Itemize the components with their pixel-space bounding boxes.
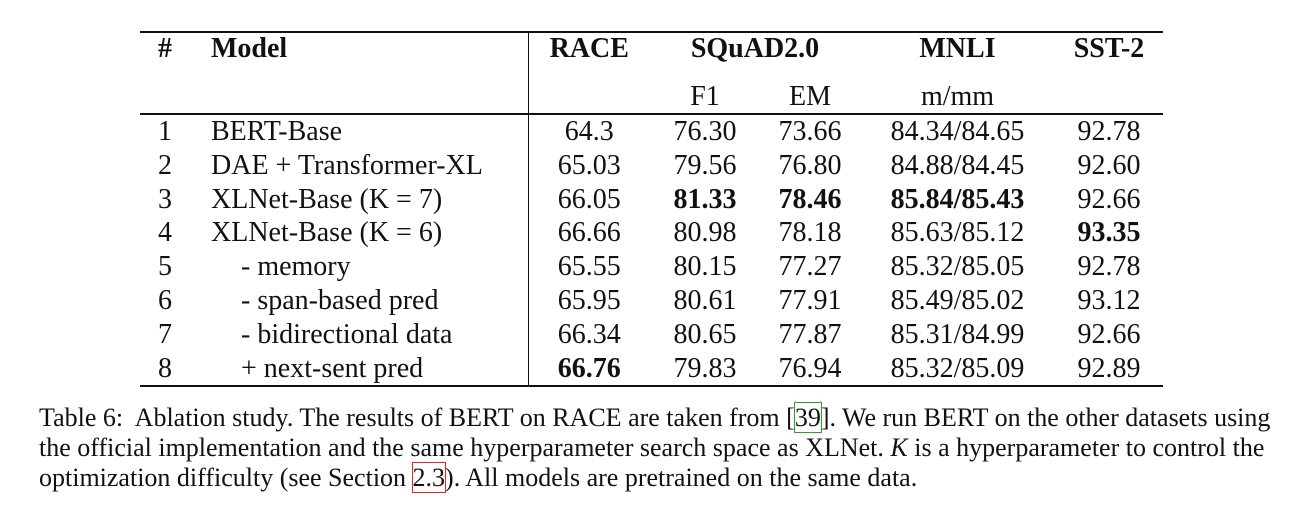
score-cell: 79.56: [673, 149, 737, 181]
score-cell: 66.66: [557, 217, 621, 249]
score-cell: 92.66: [1077, 183, 1141, 215]
score-cell: 93.12: [1077, 284, 1141, 316]
score-cell: 85.63/85.12: [890, 217, 1025, 249]
row-number: 6: [158, 284, 172, 316]
model-name: - span-based pred: [190, 283, 529, 318]
score-cell: 85.31/84.99: [890, 318, 1025, 350]
table-row: 5 - memory 65.55 80.15 77.27 85.32/85.05 92.78: [140, 250, 1163, 284]
results-table: # Model RACE SQuAD2.0 MNLI SST-2 F1 EM m…: [140, 31, 1163, 387]
header-cell: #: [158, 33, 172, 64]
caption-label: Table 6:: [39, 403, 124, 432]
header-cell: F1: [690, 81, 720, 112]
score-cell: 65.55: [557, 251, 621, 283]
caption-text: Ablation study. The results of BERT on R…: [134, 403, 795, 432]
score-cell: 80.65: [673, 318, 737, 350]
header-cell: Model: [190, 32, 529, 114]
model-name: BERT-Base: [190, 114, 529, 149]
table-row: 1 BERT-Base 64.3 76.30 73.66 84.34/84.65 92.78: [140, 114, 1163, 149]
model-name: - memory: [190, 250, 529, 284]
caption: Table 6: Ablation study. The results of …: [39, 402, 1274, 493]
score-cell: 76.94: [778, 352, 842, 384]
score-cell: 84.34/84.65: [890, 116, 1025, 147]
score-cell: 85.32/85.05: [890, 251, 1025, 283]
score-cell: 73.66: [778, 116, 842, 147]
table-row: 7 - bidirectional data 66.34 80.65 77.87 85.3…: [140, 317, 1163, 352]
model-name: XLNet-Base (K = 6): [190, 216, 529, 251]
row-number: 2: [158, 149, 172, 181]
score-cell: 78.18: [778, 217, 842, 249]
score-cell: 66.34: [557, 318, 621, 350]
model-name: XLNet-Base (K = 7): [190, 182, 529, 217]
score-cell: 66.05: [557, 183, 621, 215]
score-cell: 77.27: [778, 251, 842, 283]
score-cell: 80.15: [673, 251, 737, 283]
model-name: - bidirectional data: [190, 317, 529, 352]
score-cell: 93.35: [1077, 217, 1141, 249]
section-link[interactable]: 2.3: [411, 462, 447, 493]
row-number: 1: [158, 116, 172, 147]
caption-text: is a hyperparameter to control the optim…: [39, 433, 1265, 492]
score-cell: 77.87: [778, 318, 842, 350]
score-cell: 76.80: [778, 149, 842, 181]
score-cell: 65.03: [557, 149, 621, 181]
score-cell: 80.98: [673, 217, 737, 249]
table-row: 8 + next-sent pred 66.76 79.83 76.94 85.32/85…: [140, 351, 1163, 387]
score-cell: 81.33: [673, 183, 737, 215]
table-row: 3 XLNet-Base (K = 7) 66.05 81.33 78.46 85.84/…: [140, 182, 1163, 217]
header-cell: m/mm: [920, 81, 995, 112]
score-cell: 79.83: [673, 352, 737, 384]
score-cell: 92.66: [1077, 318, 1141, 350]
model-name: + next-sent pred: [190, 351, 529, 387]
score-cell: 77.91: [778, 284, 842, 316]
header-cell: RACE: [549, 33, 629, 64]
header-cell: SQuAD2.0: [690, 33, 820, 64]
score-cell: 85.32/85.09: [890, 352, 1025, 384]
score-cell: 84.88/84.45: [890, 149, 1025, 181]
header-cell: SST-2: [1073, 33, 1145, 64]
score-cell: 92.78: [1077, 116, 1141, 147]
score-cell: 85.84/85.43: [890, 183, 1025, 215]
score-cell: 92.60: [1077, 149, 1141, 181]
score-cell: 80.61: [673, 284, 737, 316]
score-cell: 92.78: [1077, 251, 1141, 283]
score-cell: 76.30: [673, 116, 737, 147]
caption-text: ]. We run BERT on the other datasets usi…: [39, 403, 1271, 462]
row-number: 4: [158, 217, 172, 249]
score-cell: 78.46: [778, 183, 842, 215]
header-cell: EM: [789, 81, 831, 112]
score-cell: 65.95: [557, 284, 621, 316]
row-number: 7: [158, 318, 172, 350]
row-number: 8: [158, 352, 172, 384]
model-name: DAE + Transformer-XL: [190, 148, 529, 183]
score-cell: 92.89: [1077, 352, 1141, 384]
row-number: 5: [158, 251, 172, 283]
citation-link[interactable]: 39: [793, 402, 822, 433]
caption-symbol: K: [890, 433, 908, 462]
table-row: 4 XLNet-Base (K = 6) 66.66 80.98 78.18 85.63/…: [140, 216, 1163, 251]
row-number: 3: [158, 183, 172, 215]
table-row: 2 DAE + Transformer-XL 65.03 79.56 76.80 84.8…: [140, 148, 1163, 183]
caption-text: ). All models are pretrained on the same…: [445, 463, 918, 492]
score-cell: 66.76: [557, 352, 621, 384]
header-cell: MNLI: [919, 33, 996, 64]
score-cell: 85.49/85.02: [890, 284, 1025, 316]
score-cell: 64.3: [564, 116, 614, 147]
table-row: 6 - span-based pred 65.95 80.61 77.91 85.49/8…: [140, 283, 1163, 318]
